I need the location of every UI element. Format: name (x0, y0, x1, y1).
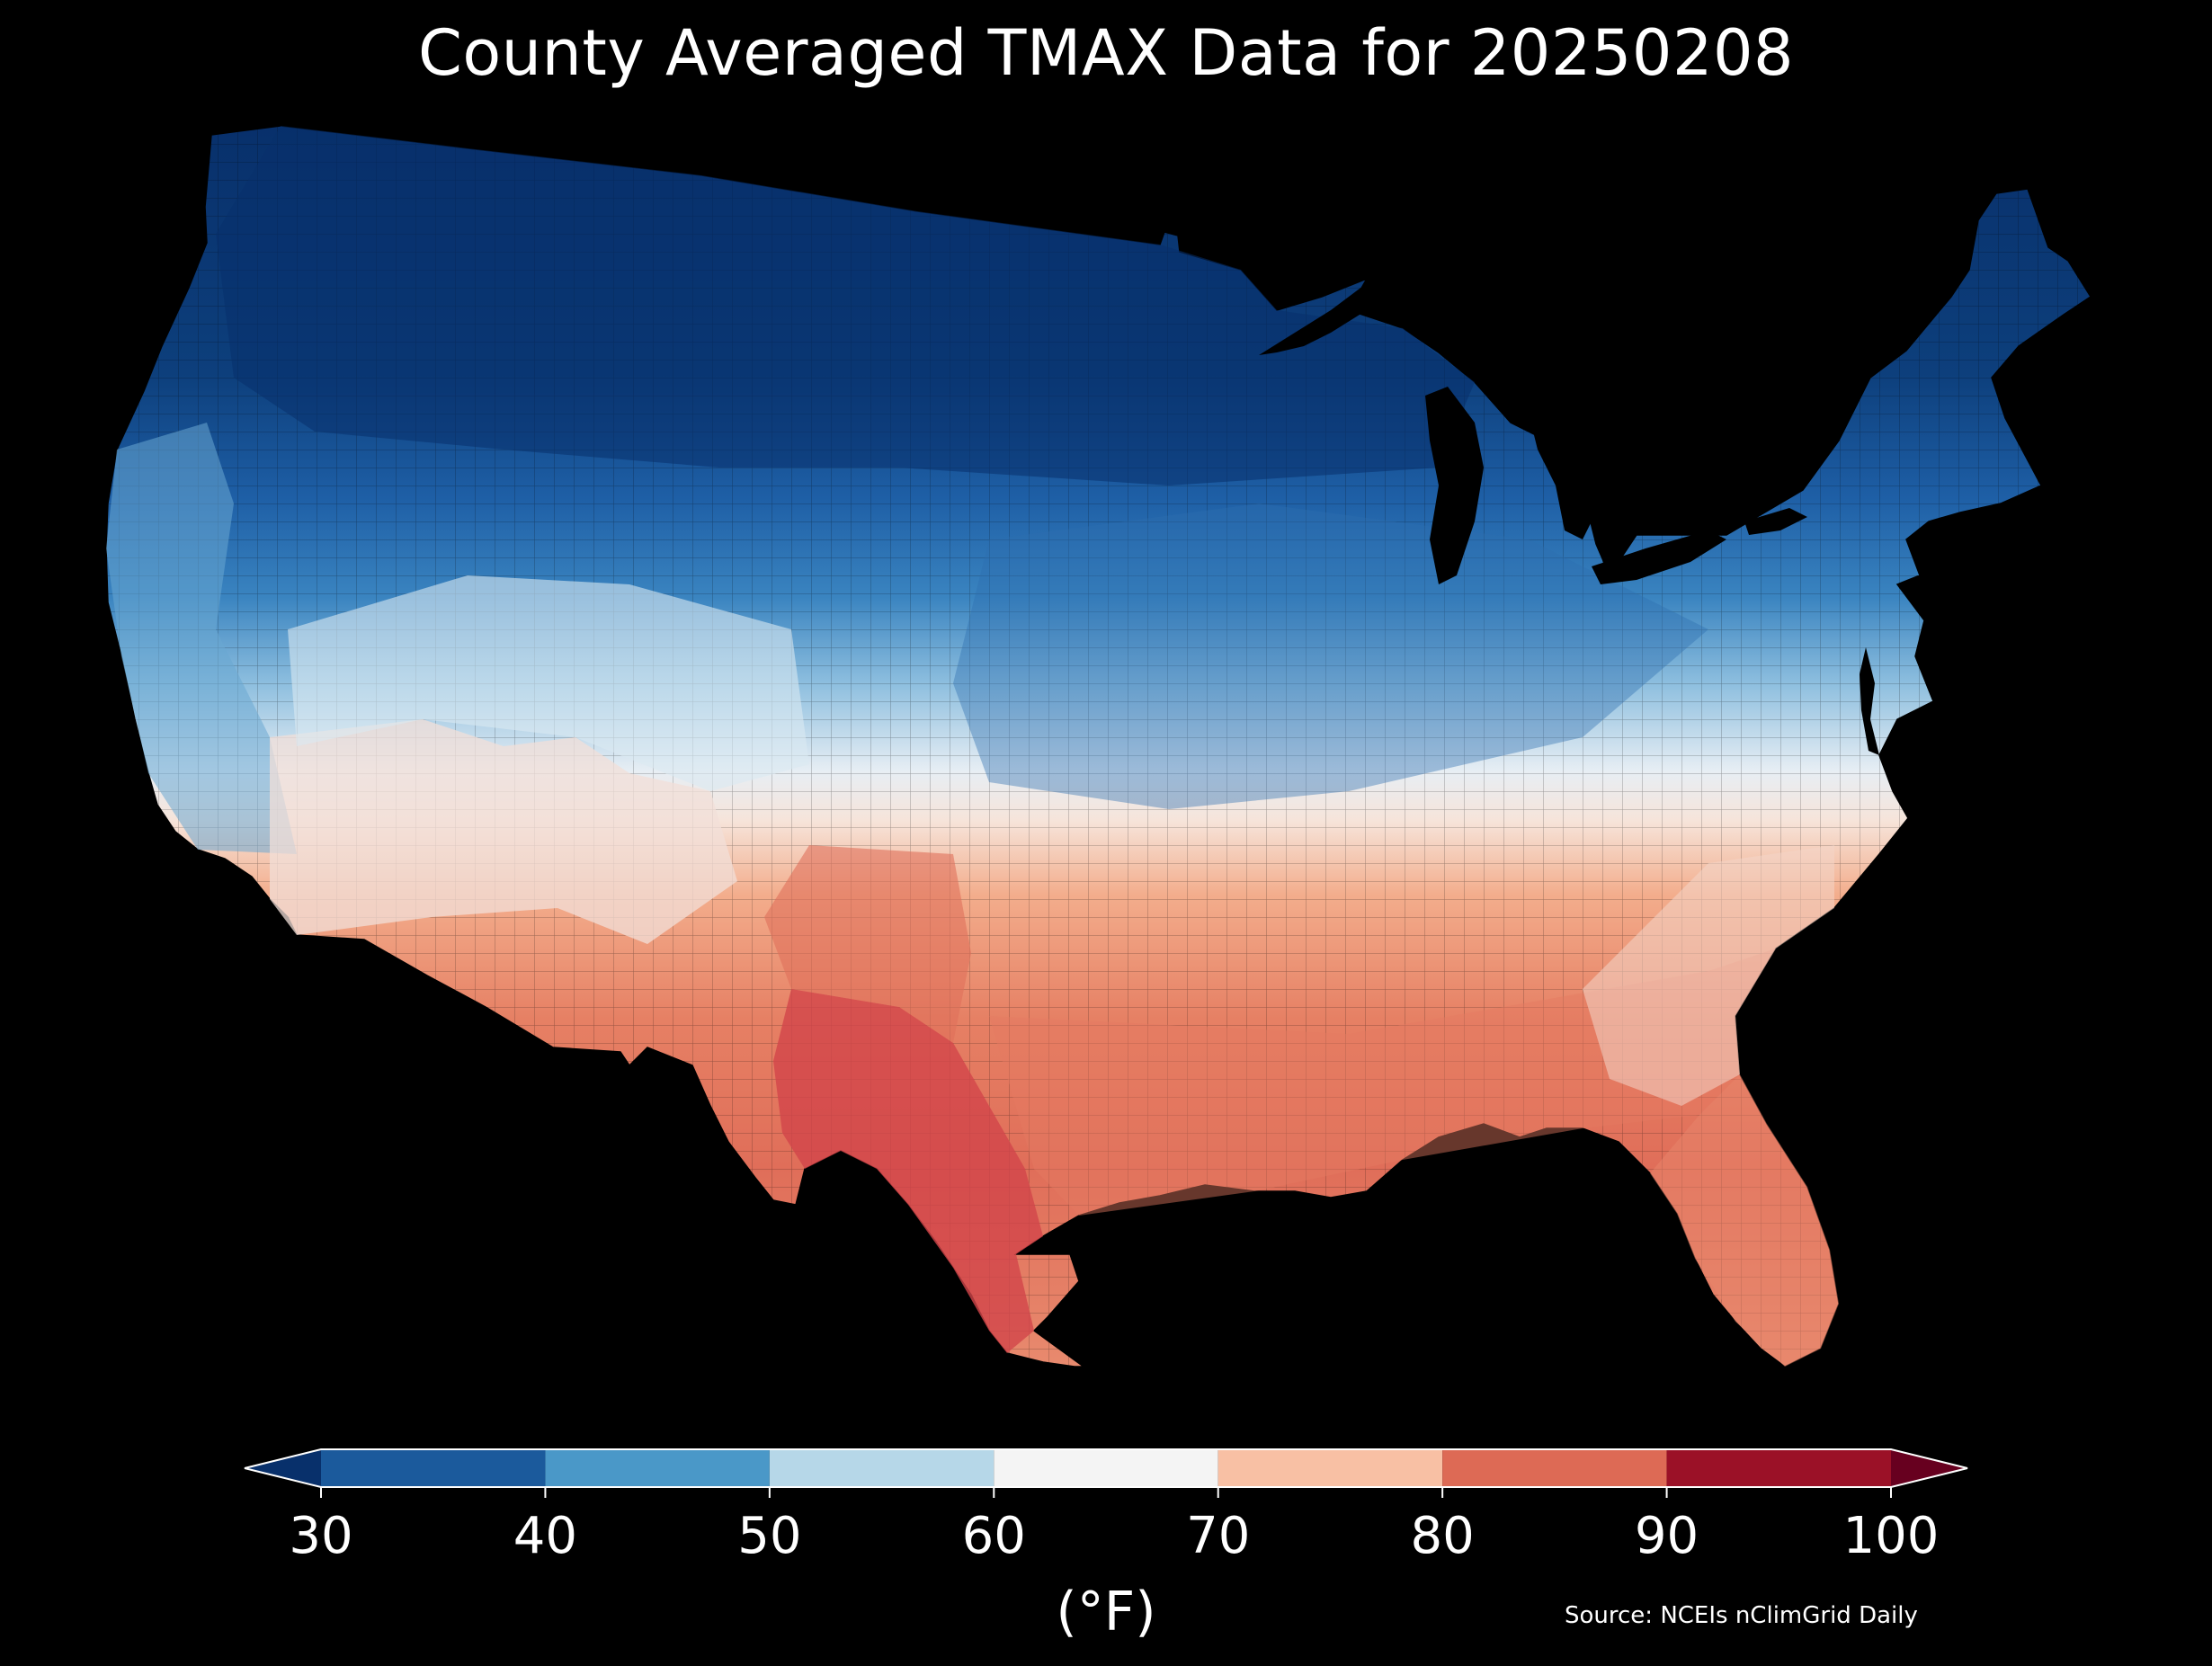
southwest-mild-zone (270, 719, 737, 944)
colorbar-bin-6 (1666, 1449, 1891, 1487)
chesapeake-bay (1860, 647, 1879, 755)
colorbar-tick-label: 70 (1186, 1507, 1251, 1565)
colorbar-bin-0 (321, 1449, 546, 1487)
colorbar-tick-label: 100 (1842, 1507, 1940, 1565)
map-title: County Averaged TMAX Data for 20250208 (417, 16, 1795, 90)
colorbar-bin-4 (1217, 1449, 1443, 1487)
texas-hot-zone (773, 989, 1043, 1353)
colorbar-bin-2 (769, 1449, 995, 1487)
colorbar-unit-label: (°F) (1056, 1581, 1156, 1644)
colorbar-tick-label: 90 (1634, 1507, 1699, 1565)
lake-erie (1592, 530, 1726, 584)
southeast-warm-zone (989, 949, 1776, 1216)
colorbar-bin-5 (1442, 1449, 1667, 1487)
colorbar-tick-label: 50 (737, 1507, 802, 1565)
colorbar-tick-label: 40 (513, 1507, 578, 1565)
colorbar-tick-label: 60 (961, 1507, 1026, 1565)
colorbar-tick-label: 30 (289, 1507, 353, 1565)
lake-superior (1259, 283, 1385, 355)
west-coast-cool-zone (106, 423, 297, 854)
central-plains-blue-zone (953, 503, 1708, 809)
lake-michigan (1425, 387, 1484, 584)
lake-ontario (1744, 508, 1807, 535)
florida-peninsula-zone (1650, 1074, 1839, 1367)
texas-warm-zone (764, 845, 971, 1043)
colorbar-bin-1 (545, 1449, 770, 1487)
colorbar-under-extension (245, 1449, 321, 1487)
colorbar-bin-3 (994, 1449, 1218, 1487)
great-basin-pale-zone (288, 575, 809, 791)
lake-huron (1529, 405, 1601, 539)
carolinas-mild-zone (1583, 845, 1834, 1106)
colorbar-tick-label: 80 (1410, 1507, 1475, 1565)
colorbar-over-extension (1891, 1449, 1967, 1487)
northern-plains-cold-zone (216, 126, 1475, 486)
source-attribution: Source: NCEIs nClimGrid Daily (1565, 1602, 1918, 1629)
